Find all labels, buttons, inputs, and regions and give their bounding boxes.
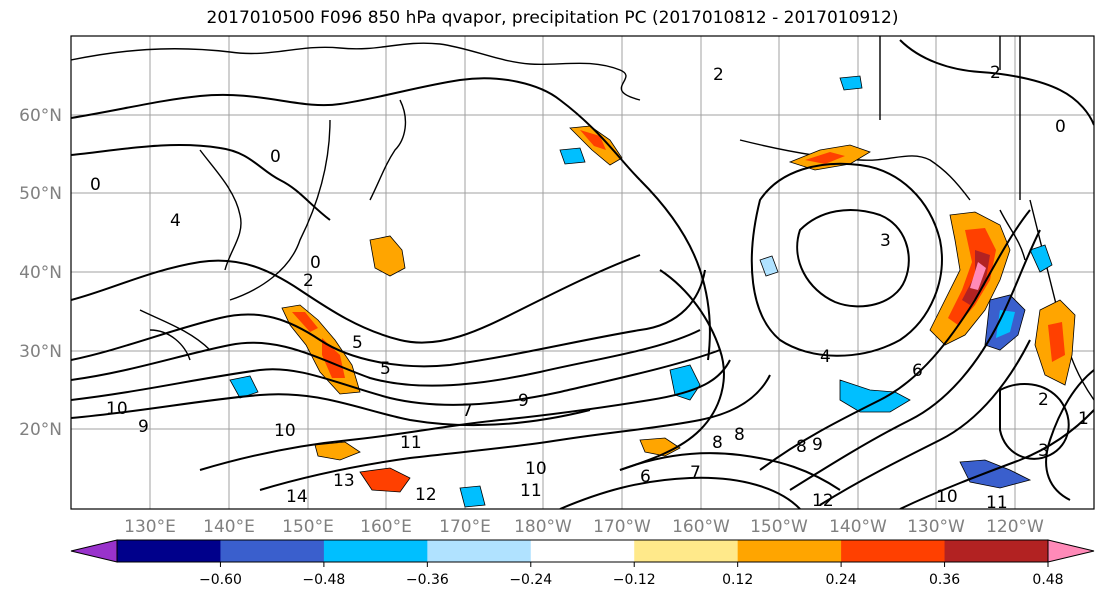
lon-label: 160°W [672,517,730,537]
contour-label: 4 [820,347,831,367]
lat-labels: 60°N 50°N 40°N 30°N 20°N [19,106,62,440]
colorbar: −0.60 −0.48 −0.36 −0.24 −0.12 0.12 0.24 0.36 0.4… [70,539,1095,588]
contour-label: 8 [796,437,807,457]
colorbar-tick-label: 0.24 [826,572,857,588]
colorbar-tick-label: −0.48 [302,572,345,588]
colorbar-tick-label: 0.12 [722,572,753,588]
contour-label: 12 [812,491,834,511]
colorbar-segment [117,540,221,562]
contour-label: 9 [138,417,149,437]
colorbar-high-extension [1047,539,1095,563]
lat-label: 60°N [19,106,62,126]
lat-label: 40°N [19,263,62,283]
colorbar-tick-label: −0.12 [613,572,656,588]
contour-label-group: 2 0 0 0 2 5 5 4 3 2 6 8 10 9 10 11 13 14… [90,63,1089,513]
colorbar-segment [841,540,946,562]
contour-label: 2 [990,63,1001,83]
lon-label: 170°W [593,517,651,537]
colorbar-tick-label: −0.60 [199,572,242,588]
contour-label: 1 [1078,409,1089,429]
colorbar-segment [220,540,325,562]
contour-label: 7 [462,401,473,421]
contour-label: 10 [274,421,296,441]
map-frame [70,35,1095,510]
colorbar-tick-label: 0.48 [1032,572,1063,588]
contour-label: 6 [640,467,651,487]
lon-labels: 130°E 140°E 150°E 160°E 170°E 180°W 170°… [124,517,1044,537]
colorbar-segment [737,540,842,562]
contour-label: 8 [734,425,745,445]
contour-label: 5 [380,359,391,379]
lat-label: 20°N [19,420,62,440]
contour-label: 0 [1055,117,1066,137]
colorbar-segment [530,540,635,562]
contour-label: 6 [912,361,923,381]
contour-label: 3 [1038,441,1049,461]
contour-label: 0 [270,147,281,167]
contour-label: 8 [712,433,723,453]
lat-label: 50°N [19,184,62,204]
lat-label: 30°N [19,342,62,362]
contour-label: 14 [286,487,308,507]
colorbar-low-extension [70,539,118,563]
contour-label: 2 [1038,390,1049,410]
contour-label: 9 [518,391,529,411]
contour-label: 7 [690,463,701,483]
contour-label: 11 [400,433,422,453]
contour-label: 5 [352,333,363,353]
lon-label: 140°W [829,517,887,537]
contour-label: 11 [520,481,542,501]
lon-label: 140°E [203,517,255,537]
colorbar-segment [427,540,532,562]
contour-label: 0 [310,253,321,273]
contour-label: 13 [333,471,355,491]
lon-label: 170°E [439,517,491,537]
colorbar-tick-label: −0.36 [406,572,449,588]
contour-label: 3 [880,231,891,251]
lon-label: 120°W [986,517,1044,537]
lon-label: 150°W [750,517,808,537]
colorbar-tick-label: −0.24 [509,572,552,588]
colorbar-segment [634,540,739,562]
lon-label: 180°W [514,517,572,537]
contour-label: 10 [106,399,128,419]
lon-label: 160°E [360,517,412,537]
colorbar-segment [944,540,1049,562]
colorbar-tick-label: 0.36 [929,572,960,588]
colorbar-segment [323,540,428,562]
contour-label: 9 [812,435,823,455]
lon-label: 130°W [907,517,965,537]
map-title: 2017010500 F096 850 hPa qvapor, precipit… [206,8,899,28]
qvapor-contours [71,39,1094,509]
contour-label: 10 [525,459,547,479]
contour-label: 2 [303,271,314,291]
contour-label: 12 [415,485,437,505]
contour-label: 10 [936,487,958,507]
lon-label: 150°E [282,517,334,537]
contour-label: 4 [170,211,181,231]
contour-label: 0 [90,175,101,195]
contour-label: 2 [713,65,724,85]
contour-label: 11 [986,493,1008,513]
lon-label: 130°E [124,517,176,537]
